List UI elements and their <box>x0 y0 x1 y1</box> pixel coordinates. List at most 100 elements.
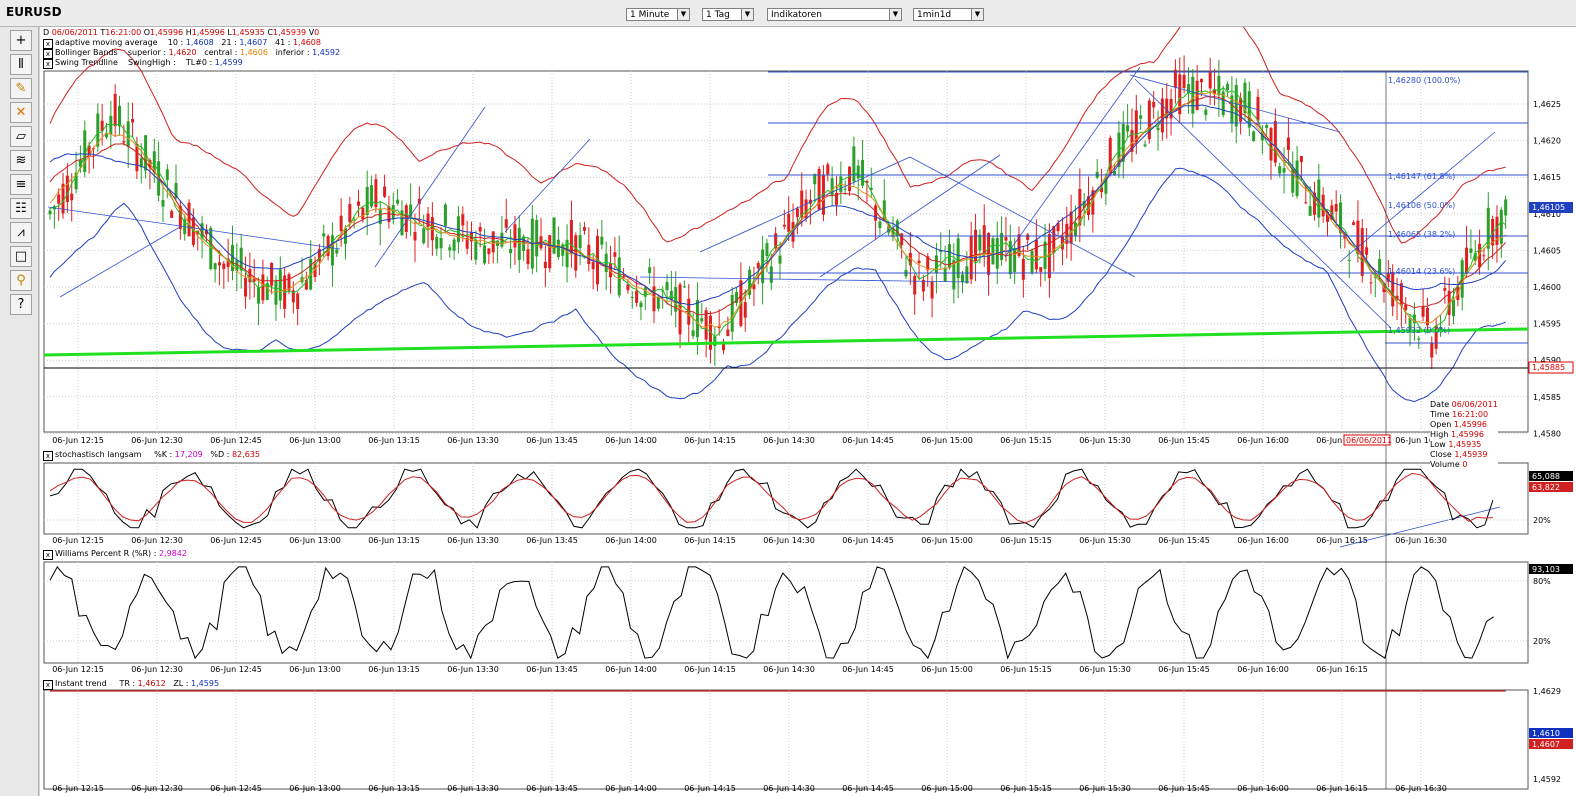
swing-trendline <box>639 276 971 283</box>
candle-body <box>1013 249 1017 272</box>
interval-select[interactable]: 1 Minute ▼ <box>626 8 690 21</box>
x-tick-label: 06-Jun 14:45 <box>842 436 894 445</box>
grid-icon[interactable]: ☷ <box>10 198 32 219</box>
candle-body <box>278 269 282 301</box>
candle-body <box>661 290 665 292</box>
close-icon[interactable]: x <box>43 550 53 560</box>
candle-body <box>1004 237 1008 241</box>
candle-body <box>465 237 469 249</box>
title-bar: EURUSD 1 Minute ▼ 1 Tag ▼ Indikatoren ▼ 1mi… <box>0 0 1576 27</box>
x-tick-label: 06-Jun 13:45 <box>526 784 578 793</box>
candle-body <box>943 267 947 282</box>
candle-body <box>652 286 656 312</box>
instant-axis-label: 1,4592 <box>1533 775 1561 784</box>
close-icon[interactable]: x <box>43 49 53 59</box>
candle-body <box>874 205 878 221</box>
candle-body <box>1486 207 1490 249</box>
bollinger-upper <box>49 27 1506 244</box>
x-tick-label: 06-Jun 16:00 <box>1237 436 1289 445</box>
candle-body <box>821 175 825 215</box>
candle-body <box>895 220 899 236</box>
close-icon[interactable]: x <box>43 451 53 461</box>
candle-body <box>200 223 204 238</box>
close-icon[interactable]: x <box>43 59 53 69</box>
close-icon[interactable]: x <box>43 680 53 690</box>
candle-body <box>1465 247 1469 274</box>
pencil-icon[interactable]: ✎ <box>10 78 32 99</box>
help-icon[interactable]: ? <box>10 294 32 315</box>
candle-body <box>639 302 643 308</box>
candle-body <box>769 266 773 283</box>
williams-panel <box>43 561 1529 664</box>
candle-body <box>361 207 365 220</box>
chart-canvas[interactable]: 06-Jun 12:15 06-Jun 12:15 06-Jun 12:15 06-J… <box>40 27 1576 796</box>
chart-area[interactable]: 06-Jun 12:15 06-Jun 12:15 06-Jun 12:15 06-J… <box>40 27 1576 796</box>
price-axis-label: 1,4615 <box>1533 173 1561 182</box>
x-tick-label: 06-Jun 14:00 <box>605 436 657 445</box>
x-tick-label: 06-Jun 14:15 <box>684 436 736 445</box>
crosshair-icon[interactable]: + <box>10 30 32 51</box>
chart-type-icon[interactable]: ≋ <box>10 150 32 171</box>
ohlc-header: D 06/06/2011 T16:21:00 O1,45996 H1,45996… <box>43 28 320 37</box>
instant-badge-2 <box>1529 739 1573 749</box>
candle-body <box>991 238 995 265</box>
candle-body <box>1482 255 1486 257</box>
candle-body <box>574 235 578 271</box>
candle-body <box>287 274 291 291</box>
bars-icon[interactable]: ⫴ <box>10 54 32 75</box>
candle-body <box>1017 234 1021 257</box>
candle-body <box>1169 98 1173 119</box>
template-select[interactable]: 1min1d ▼ <box>913 8 984 21</box>
magnet-icon[interactable]: ⚲ <box>10 270 32 291</box>
candle-body <box>1495 216 1499 245</box>
lines-icon[interactable]: ≡ <box>10 174 32 195</box>
candle-body <box>1452 299 1456 317</box>
square-icon[interactable]: □ <box>10 246 32 267</box>
x-tick-label: 06-Jun 13:15 <box>368 536 420 545</box>
indicator-icon[interactable]: ⩘ <box>10 222 32 243</box>
candle-body <box>848 166 852 192</box>
candle-body <box>1265 125 1269 128</box>
x-tick-label: 06-Jun 14:30 <box>763 665 815 674</box>
candle-body <box>1434 325 1438 349</box>
x-tick-label: 06-Jun 14:15 <box>684 536 736 545</box>
x-tick-label: 06-Jun 13:15 <box>368 436 420 445</box>
candle-body <box>213 263 217 270</box>
fib-label: 1,45932 (0.0%) <box>1388 326 1450 335</box>
candle-body <box>417 198 421 204</box>
candle-body <box>274 280 278 305</box>
stochastic-k-signal <box>49 472 1493 524</box>
indicators-select[interactable]: Indikatoren ▼ <box>767 8 902 21</box>
candle-body <box>317 249 321 262</box>
candle-body <box>1239 98 1243 122</box>
candle-body <box>1178 74 1182 115</box>
swing-trendline <box>59 226 181 298</box>
candle-body <box>626 284 630 291</box>
stochastic-panel <box>43 462 1529 535</box>
candle-body <box>861 159 865 186</box>
period-select[interactable]: 1 Tag ▼ <box>702 8 754 21</box>
candle-body <box>1304 202 1308 204</box>
candle-body <box>374 179 378 208</box>
x-tick-label: 06-Jun 15:30 <box>1079 784 1131 793</box>
delete-icon[interactable]: ✕ <box>10 102 32 123</box>
eraser-icon[interactable]: ▱ <box>10 126 32 147</box>
williams-axis-label: 20% <box>1533 637 1551 646</box>
candle-body <box>735 291 739 304</box>
x-tick-label: 06-Jun 12:15 <box>52 536 104 545</box>
candle-body <box>695 300 699 338</box>
candle-body <box>161 199 165 207</box>
candle-body <box>304 280 308 290</box>
cross-price-badge <box>1528 361 1574 374</box>
candle-body <box>1504 199 1508 216</box>
close-icon[interactable]: x <box>43 39 53 49</box>
candle-body <box>1234 85 1238 127</box>
candle-body <box>426 213 430 227</box>
candle-body <box>235 260 239 272</box>
candle-body <box>87 145 91 157</box>
candle-body <box>656 296 660 309</box>
x-tick-label: 06-Jun 13:30 <box>447 665 499 674</box>
candle-body <box>400 210 404 236</box>
x-tick-label: 06-Jun 13:30 <box>447 436 499 445</box>
candle-body <box>917 260 921 264</box>
